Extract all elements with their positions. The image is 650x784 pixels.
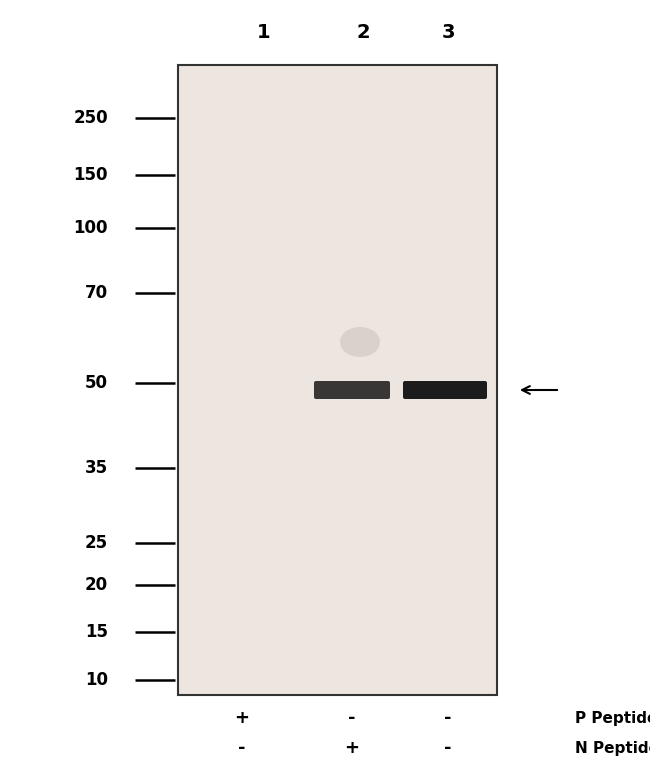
Text: 25: 25 [85,534,108,552]
Text: 20: 20 [85,576,108,594]
Bar [178,65,497,695]
Text: 2: 2 [356,23,370,42]
Text: -: - [239,739,246,757]
Text: 10: 10 [85,671,108,689]
Text: 35: 35 [85,459,108,477]
Text: 100: 100 [73,219,108,237]
Text: +: + [235,709,250,727]
Text: +: + [344,739,359,757]
Text: P Peptide: P Peptide [575,710,650,725]
Text: 1: 1 [257,23,271,42]
Text: 150: 150 [73,166,108,184]
Text: N Peptide: N Peptide [575,741,650,756]
Text: 250: 250 [73,109,108,127]
FancyBboxPatch shape [314,381,390,399]
Text: 15: 15 [85,623,108,641]
Text: -: - [444,739,452,757]
Text: 70: 70 [85,284,108,302]
Text: -: - [348,709,356,727]
FancyBboxPatch shape [403,381,487,399]
Text: 50: 50 [85,374,108,392]
Text: -: - [444,709,452,727]
Ellipse shape [340,327,380,357]
Text: 3: 3 [441,23,455,42]
